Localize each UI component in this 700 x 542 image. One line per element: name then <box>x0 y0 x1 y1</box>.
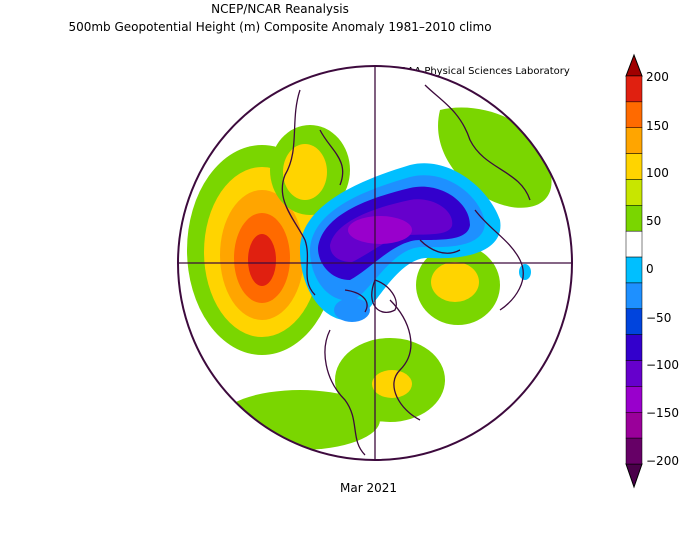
colorbar-segment <box>625 282 643 310</box>
colorbar-segment <box>625 153 643 180</box>
colorbar-tick-label: −150 <box>646 406 679 420</box>
credit-label: NOAA Physical Sciences Laboratory <box>392 66 570 77</box>
colorbar-segment <box>625 205 643 232</box>
chart-title-line2: 500mb Geopotential Height (m) Composite … <box>68 20 492 34</box>
colorbar-tick-label: 50 <box>646 214 662 228</box>
colorbar-segment <box>625 437 643 465</box>
chart-title-line1: NCEP/NCAR Reanalysis <box>211 2 349 16</box>
colorbar-tick-label: −100 <box>646 358 679 372</box>
colorbar-tick-label: 150 <box>646 119 669 133</box>
colorbar <box>625 53 643 489</box>
colorbar-segment <box>625 230 643 258</box>
colorbar-tick-label: 200 <box>646 70 669 84</box>
colorbar-tick-label: −50 <box>646 311 672 325</box>
colorbar-segment <box>625 386 643 413</box>
colorbar-tick-label: 100 <box>646 166 669 180</box>
colorbar-top-arrow <box>625 53 643 77</box>
colorbar-tick-label: −200 <box>646 454 679 468</box>
colorbar-segment <box>625 256 643 284</box>
colorbar-segment <box>625 334 643 361</box>
colorbar-segment <box>625 75 643 103</box>
colorbar-tick-label: 0 <box>646 262 654 276</box>
colorbar-segment <box>625 101 643 128</box>
coastlines <box>281 84 531 456</box>
colorbar-segment <box>625 179 643 206</box>
colorbar-segment <box>625 360 643 387</box>
colorbar-segment <box>625 127 643 154</box>
date-label: Mar 2021 <box>340 481 397 495</box>
colorbar-segment <box>625 412 643 439</box>
colorbar-segment <box>625 308 643 335</box>
colorbar-bottom-arrow <box>625 463 643 489</box>
globe-boundary <box>177 65 573 461</box>
